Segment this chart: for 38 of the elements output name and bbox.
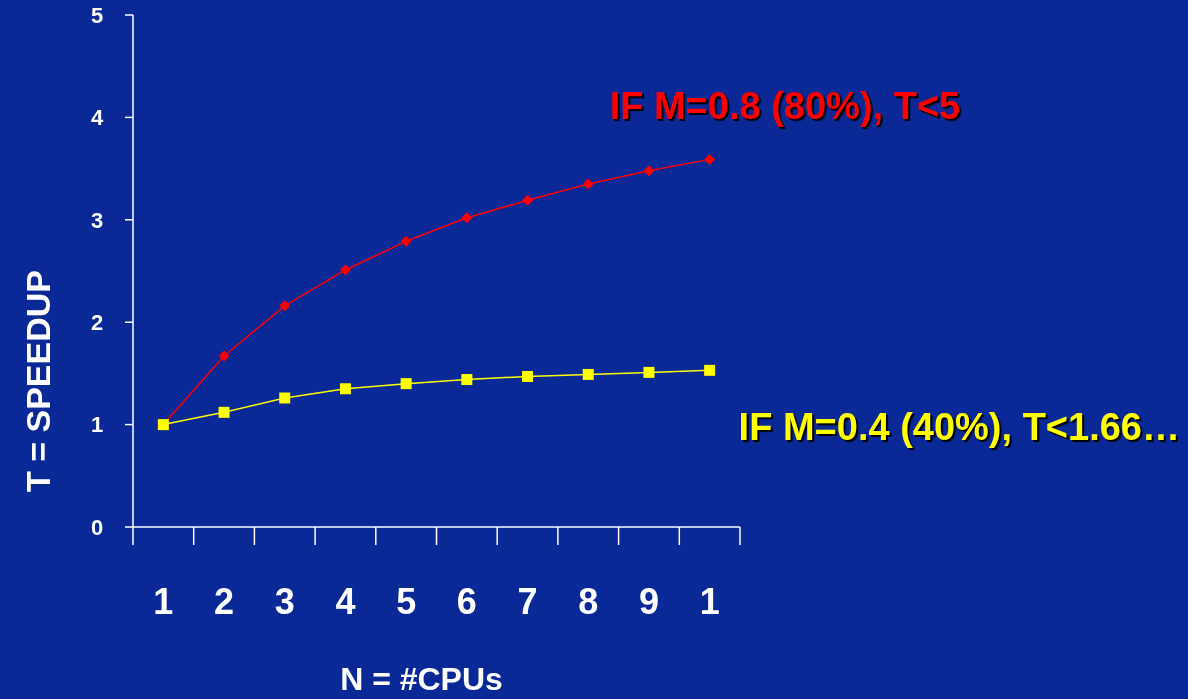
- point: [643, 366, 655, 378]
- point: [339, 383, 351, 395]
- point: [218, 350, 230, 362]
- point: [279, 392, 291, 404]
- x-tick-label: 1: [699, 581, 720, 622]
- point: [279, 300, 291, 312]
- x-tick-label: 9: [638, 581, 659, 622]
- point: [218, 406, 230, 418]
- x-axis-title: N = #CPUs: [340, 661, 503, 697]
- point: [400, 235, 412, 247]
- x-tick-label: 1: [153, 581, 174, 622]
- x-tick-label: 2: [214, 581, 235, 622]
- y-tick-label: 0: [90, 514, 104, 540]
- point: [582, 178, 594, 190]
- point: [461, 374, 473, 386]
- x-tick-label: 8: [578, 581, 599, 622]
- point: [582, 368, 594, 380]
- y-tick-label: 4: [90, 105, 104, 131]
- point: [704, 153, 716, 165]
- x-tick-label: 5: [396, 581, 417, 622]
- y-axis-title: T = SPEEDUP: [19, 269, 57, 493]
- point: [461, 212, 473, 224]
- y-tick-label: 3: [90, 207, 104, 233]
- x-tick-label: 6: [456, 581, 477, 622]
- x-tick-label: 4: [335, 581, 356, 622]
- point: [643, 165, 655, 177]
- point: [704, 364, 716, 376]
- point: [522, 194, 534, 206]
- y-tick-label: 1: [90, 412, 104, 438]
- x-tick-label: 7: [517, 581, 538, 622]
- y-tick-label: 2: [90, 309, 104, 335]
- series-label: IF M=0.8 (80%), T<5: [609, 85, 961, 128]
- x-tick-label: 3: [274, 581, 295, 622]
- point: [400, 378, 412, 390]
- point: [522, 370, 534, 382]
- point: [339, 264, 351, 276]
- y-tick-label: 5: [90, 2, 104, 28]
- series-label: IF M=0.4 (40%), T<1.66…: [738, 406, 1180, 449]
